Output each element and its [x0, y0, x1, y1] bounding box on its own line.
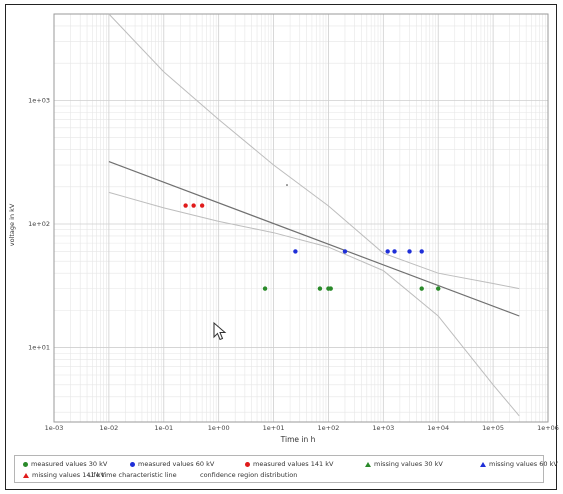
legend-swatch [130, 461, 135, 467]
point-measured-values-60-kv [407, 249, 412, 254]
life-time-characteristic-line [108, 161, 520, 317]
legend-swatch [365, 461, 371, 467]
legend-swatch [480, 461, 486, 467]
legend-item: missing values 60 kV [480, 460, 558, 468]
legend-swatch [23, 461, 28, 467]
x-tick-label: 1e-03 [45, 424, 64, 432]
point-measured-values-141-kv [199, 203, 205, 208]
point-measured-values-141-kv [183, 203, 188, 208]
point-measured-values-60-kv [392, 249, 397, 254]
point-measured-values-60-kv [293, 249, 298, 254]
legend-label: missing values 30 kV [374, 460, 443, 468]
y-tick-label: 1e+01 [28, 344, 50, 352]
legend-item: measured values 60 kV [130, 460, 214, 468]
grid-major [53, 14, 549, 422]
x-tick-label: 1e+06 [537, 424, 559, 432]
legend-item: missing values 30 kV [365, 460, 443, 468]
legend-swatch [23, 472, 29, 478]
y-tick-label: 1e+03 [28, 96, 50, 104]
point-measured-values-30-kv [317, 286, 323, 291]
point-measured-values-60-kv [342, 249, 348, 254]
x-tick-label: 1e+00 [208, 424, 230, 432]
point-measured-values-141-kv [191, 203, 196, 208]
legend-swatch [245, 461, 250, 467]
legend-label: measured values 60 kV [138, 460, 215, 468]
x-tick-label: 1e+05 [482, 424, 504, 432]
legend-item: measured values 30 kV [23, 460, 107, 468]
x-tick-label: 1e-01 [154, 424, 173, 432]
x-tick-labels: 1e-03 1e-02 1e-01 1e+00 1e+01 1e+02 1e+03 1e+04… [45, 424, 559, 432]
stray-dot [286, 184, 288, 186]
point-measured-values-30-kv [419, 286, 424, 291]
legend-item: Life time characteristic line [85, 471, 177, 479]
arrow-cursor-icon [213, 322, 227, 341]
legend-label: missing values 60 kV [489, 460, 558, 468]
legend-label: Life time characteristic line [88, 471, 177, 479]
chart-points [183, 203, 441, 291]
legend: measured values 30 kV measured values 60 … [14, 455, 558, 483]
legend-label: confidence region distribution [200, 471, 298, 479]
point-measured-values-30-kv [262, 286, 268, 291]
legend-label: measured values 30 kV [31, 460, 108, 468]
x-tick-label: 1e+02 [318, 424, 340, 432]
plot-area [53, 13, 549, 423]
point-measured-values-60-kv [385, 249, 390, 254]
y-tick-label: 1e+02 [28, 220, 50, 228]
point-measured-values-60-kv [419, 249, 424, 254]
legend-item: missing values 141 kV [23, 471, 105, 479]
legend-label: measured values 141 kV [253, 460, 334, 468]
confidence-line-lower [108, 191, 520, 417]
x-tick-label: 1e+01 [263, 424, 285, 432]
confidence-line-upper [108, 13, 520, 290]
point-measured-values-30-kv [436, 286, 441, 291]
legend-label: missing values 141 kV [32, 471, 105, 479]
y-tick-labels: 1e+01 1e+02 1e+03 [28, 96, 50, 351]
point-measured-values-30-kv [328, 286, 333, 291]
chart-lines [108, 13, 520, 417]
legend-item: measured values 141 kV [245, 460, 333, 468]
x-tick-label: 1e+03 [372, 424, 394, 432]
legend-item: confidence region distribution [197, 471, 297, 479]
x-axis-label: Time in h [280, 435, 316, 444]
x-tick-label: 1e+04 [427, 424, 449, 432]
y-axis-label: voltage in kV [8, 203, 16, 246]
x-tick-label: 1e-02 [100, 424, 119, 432]
